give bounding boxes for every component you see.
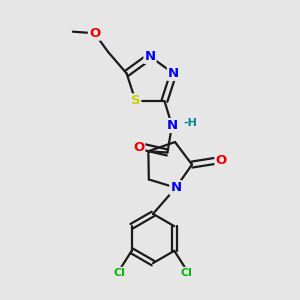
Text: N: N [170,181,182,194]
Text: N: N [144,50,156,63]
Text: N: N [168,67,179,80]
Text: S: S [131,94,140,107]
Text: O: O [89,27,100,40]
Text: O: O [215,154,227,167]
Text: Cl: Cl [180,268,192,278]
Text: O: O [133,141,144,154]
Text: Cl: Cl [114,268,126,278]
Text: -H: -H [183,118,197,128]
Text: N: N [167,119,178,132]
